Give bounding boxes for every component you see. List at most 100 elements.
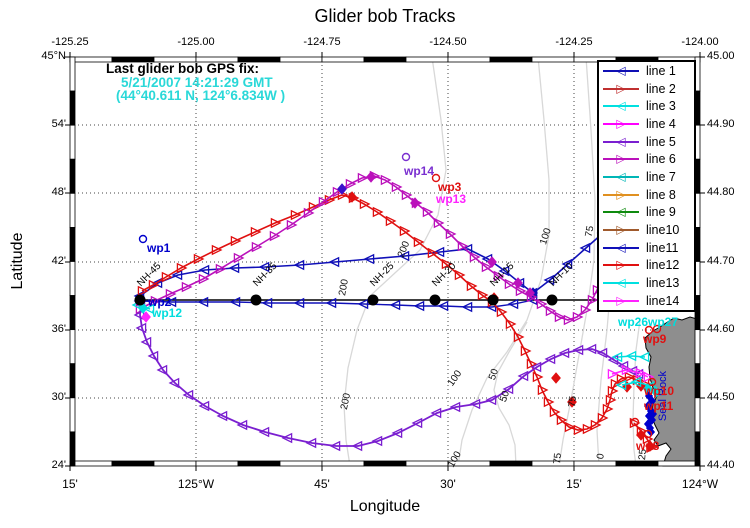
waypoint-label-wp3: wp3	[438, 180, 462, 194]
track-marker	[193, 253, 205, 265]
tick-label-bottom: 30'	[440, 477, 456, 491]
track-marker	[332, 186, 344, 198]
diamond-marker	[410, 197, 420, 209]
track-marker	[258, 426, 270, 438]
diamond-marker	[138, 302, 148, 314]
border-band	[69, 363, 76, 399]
legend-item-label: line13	[646, 276, 680, 291]
tick-label-right: 44.40	[707, 459, 735, 471]
left-triangle-icon: ◁	[603, 169, 639, 185]
track-marker	[469, 251, 481, 263]
diamond-marker	[567, 396, 577, 408]
border-band	[195, 460, 239, 467]
track-marker	[643, 371, 655, 383]
open-circle-marker	[431, 173, 441, 183]
tick-label-top: -124.25	[555, 36, 593, 48]
tick-label-bottom: 15'	[566, 477, 582, 491]
track-marker	[502, 383, 514, 395]
track-marker	[359, 198, 371, 210]
track-marker	[140, 336, 152, 348]
border-band	[489, 56, 533, 63]
border-band	[69, 226, 76, 262]
right-triangle-icon: ▷	[603, 257, 639, 273]
border-band	[69, 261, 76, 296]
nh-station-dot	[367, 294, 379, 306]
track-marker	[607, 385, 619, 397]
legend-item-label: line14	[646, 293, 680, 308]
open-circle-marker	[652, 324, 662, 334]
track-marker	[449, 401, 461, 413]
track-marker	[545, 305, 557, 317]
nh-station-dot	[487, 294, 499, 306]
waypoint-label-wp11: wp11	[644, 399, 674, 413]
open-circle-marker	[644, 325, 654, 335]
track-marker	[216, 410, 228, 422]
track-marker	[457, 240, 469, 252]
left-triangle-icon: ◁	[603, 98, 639, 114]
tick-label-top: -125.25	[51, 36, 89, 48]
legend-item-3: ◁ line 3	[599, 97, 694, 115]
legend-item-label: line 8	[646, 187, 676, 202]
legend-item-8: ▷ line 8	[599, 186, 694, 204]
border-band	[69, 192, 76, 228]
diamond-marker	[645, 440, 655, 452]
track-marker	[590, 419, 602, 431]
track-marker	[230, 235, 242, 247]
track-marker	[150, 295, 162, 307]
track-marker	[615, 379, 627, 391]
track-marker	[261, 297, 273, 309]
border-band	[69, 124, 76, 160]
track-marker	[286, 219, 298, 231]
bathymetry-contour	[343, 56, 447, 467]
open-circle-marker	[643, 429, 653, 439]
left-triangle-icon: ◁	[603, 240, 639, 256]
track-marker	[251, 241, 263, 253]
tick-label-left: 42'	[51, 255, 66, 267]
track-marker	[398, 250, 410, 262]
legend-item-label: line 9	[646, 205, 676, 220]
track-marker	[198, 400, 210, 412]
track-marker	[391, 427, 403, 439]
track-marker	[198, 273, 210, 285]
track-marker	[549, 406, 561, 418]
track-marker	[281, 432, 293, 444]
track-marker	[441, 258, 453, 270]
track-marker	[536, 298, 548, 310]
right-triangle-icon: ▷	[603, 222, 639, 238]
track-marker	[430, 407, 442, 419]
border-band	[69, 460, 113, 467]
track-marker	[526, 358, 538, 370]
track-marker	[445, 228, 457, 240]
border-band	[694, 431, 701, 467]
legend-item-13: ◁ line13	[599, 274, 694, 292]
diamond-marker	[648, 409, 658, 419]
track-marker	[385, 215, 397, 227]
track-marker	[215, 263, 227, 275]
track-marker	[148, 279, 160, 291]
diamond-marker	[141, 311, 151, 323]
track-marker	[638, 351, 650, 363]
legend-item-5: ◁ line 5	[599, 133, 694, 151]
track-marker	[293, 259, 305, 271]
plot-title: Glider bob Tracks	[314, 6, 456, 26]
track-marker	[505, 318, 517, 330]
track-marker	[357, 172, 369, 184]
track-marker	[182, 389, 194, 401]
diamond-marker	[487, 256, 497, 268]
legend-item-14: ▷ line14	[599, 292, 694, 310]
track-line13-cyan-coast	[621, 381, 652, 387]
track-marker	[532, 371, 544, 383]
left-triangle-icon: ◁	[603, 204, 639, 220]
track-marker	[554, 311, 566, 323]
track-marker	[454, 269, 466, 281]
legend-item-4: ▷ line 4	[599, 115, 694, 133]
tick-label-right: 44.80	[707, 186, 735, 198]
legend-box: ◁ line 1 ▷ line 2 ◁ line 3 ▷ line 4 ◁ line 5 ▷ line…	[597, 60, 696, 312]
track-marker	[580, 304, 592, 316]
contour-label-75: 75	[567, 395, 579, 408]
left-triangle-icon: ◁	[603, 63, 639, 79]
border-band	[321, 56, 365, 63]
border-band	[69, 397, 76, 433]
track-marker	[399, 225, 411, 237]
track-line11-blue-nhline	[139, 299, 534, 308]
